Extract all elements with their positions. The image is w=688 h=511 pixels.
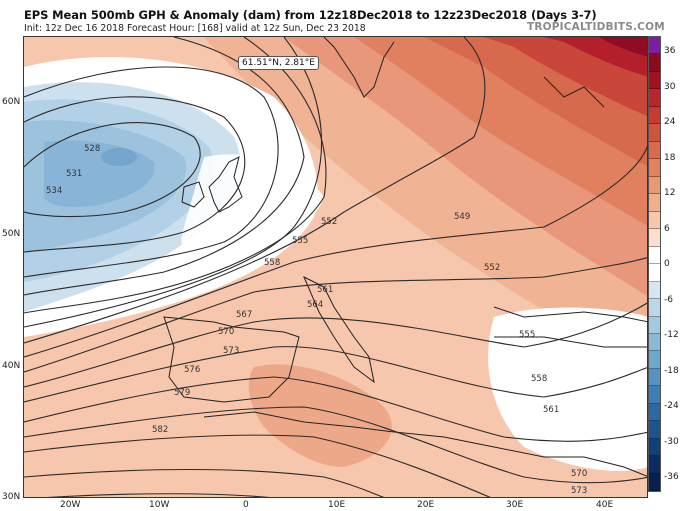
svg-text:552: 552: [321, 217, 337, 227]
svg-text:558: 558: [264, 258, 280, 268]
chart-title: EPS Mean 500mb GPH & Anomaly (dam) from …: [24, 8, 597, 22]
colorbar-tick-label: -36: [664, 472, 679, 482]
svg-text:567: 567: [236, 310, 252, 320]
colorbar-tick-label: 6: [664, 223, 670, 234]
lon-label-30e: 30E: [506, 500, 524, 510]
colorbar-tick-label: 0: [664, 259, 670, 269]
svg-text:555: 555: [519, 330, 535, 340]
colorbar-swatch: [649, 37, 660, 55]
colorbar-swatch: [649, 299, 660, 317]
svg-text:570: 570: [571, 469, 587, 479]
colorbar-swatch: [649, 473, 660, 492]
colorbar-swatch: [649, 211, 660, 230]
map-plot-area[interactable]: 528 531 534 549 552 552 555 555 558 558 …: [23, 36, 648, 498]
lon-label-10e: 10E: [328, 500, 346, 510]
svg-text:582: 582: [152, 425, 168, 435]
lon-label-40e: 40E: [596, 500, 614, 510]
colorbar-swatch: [649, 141, 660, 160]
svg-text:555: 555: [292, 236, 308, 246]
coordinate-tooltip: 61.51°N, 2.81°E: [238, 56, 319, 70]
lon-label-20e: 20E: [417, 500, 435, 510]
colorbar-swatch: [649, 176, 660, 195]
colorbar-tick-label: -18: [664, 365, 679, 376]
colorbar-tick-label: -30: [664, 436, 679, 447]
coastlines: [163, 37, 647, 477]
colorbar-tick-label: 36: [664, 46, 676, 56]
colorbar-swatch: [649, 194, 660, 212]
svg-text:528: 528: [84, 144, 100, 154]
colorbar-swatch: [649, 159, 660, 177]
colorbar-swatch: [649, 368, 660, 387]
colorbar-swatch: [649, 316, 660, 334]
colorbar-swatch: [649, 124, 660, 142]
colorbar-swatch: [649, 71, 660, 90]
colorbar-swatch: [649, 351, 660, 369]
colorbar-swatch: [649, 106, 660, 125]
contour-labels: 528 531 534 549 552 552 555 555 558 558 …: [46, 144, 587, 496]
svg-text:558: 558: [531, 374, 547, 384]
colorbar-swatch: [649, 333, 660, 352]
colorbar-tick-label: 12: [664, 188, 676, 198]
svg-text:573: 573: [223, 346, 239, 356]
svg-text:576: 576: [184, 365, 200, 375]
lat-label-40n: 40N: [2, 361, 21, 371]
colorbar-swatch: [649, 403, 660, 422]
colorbar-tick-label: -12: [664, 330, 679, 340]
colorbar-swatch: [649, 246, 660, 265]
colorbar-swatch: [649, 54, 660, 72]
chart-subtitle: Init: 12z Dec 16 2018 Forecast Hour: [16…: [24, 23, 366, 34]
svg-text:531: 531: [66, 169, 82, 179]
colorbar-swatch: [649, 386, 660, 404]
svg-text:549: 549: [454, 212, 470, 222]
colorbar-tick-label: -24: [664, 401, 679, 411]
lat-label-30n: 30N: [2, 492, 21, 502]
lat-label-50n: 50N: [2, 229, 21, 239]
colorbar-swatch: [649, 264, 660, 282]
colorbar-tick-label: 18: [664, 152, 676, 163]
lat-label-60n: 60N: [2, 97, 21, 107]
anomaly-map: 528 531 534 549 552 552 555 555 558 558 …: [24, 37, 647, 497]
colorbar: [648, 36, 661, 492]
colorbar-swatch: [649, 421, 660, 439]
svg-text:561: 561: [543, 405, 559, 415]
colorbar-swatch: [649, 89, 660, 107]
colorbar-tick-label: -6: [664, 294, 673, 305]
svg-text:534: 534: [46, 186, 62, 196]
brand-watermark: TROPICALTIDBITS.COM: [527, 21, 665, 33]
colorbar-swatch: [649, 229, 660, 247]
svg-text:561: 561: [317, 285, 333, 295]
svg-text:579: 579: [174, 388, 190, 398]
lon-label-20w: 20W: [60, 500, 81, 510]
colorbar-swatch: [649, 281, 660, 300]
lon-label-0: 0: [243, 500, 249, 510]
colorbar-swatch: [649, 456, 660, 474]
colorbar-swatch: [649, 438, 660, 457]
svg-text:573: 573: [571, 486, 587, 496]
svg-text:552: 552: [484, 263, 500, 273]
svg-text:564: 564: [307, 300, 323, 310]
svg-text:570: 570: [218, 327, 234, 337]
colorbar-tick-label: 24: [664, 117, 676, 127]
lon-label-10w: 10W: [149, 500, 170, 510]
height-contours: [24, 37, 647, 497]
colorbar-tick-label: 30: [664, 81, 676, 92]
